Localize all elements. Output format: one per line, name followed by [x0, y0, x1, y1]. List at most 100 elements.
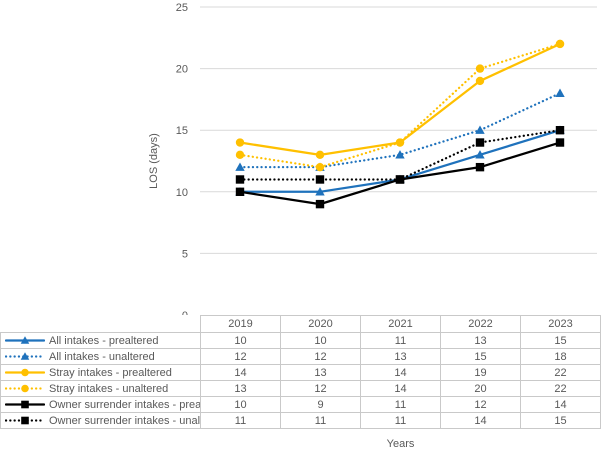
data-point-marker	[315, 162, 325, 172]
x-axis-title: Years	[386, 438, 415, 450]
data-point-marker	[555, 88, 565, 97]
data-point-marker	[315, 199, 325, 209]
y-tick-label: 10	[176, 187, 188, 199]
table-row: Owner surrender intakes - prealtered1091…	[0, 396, 601, 413]
y-tick-label: 15	[176, 125, 188, 137]
value-cell: 12	[200, 348, 281, 365]
data-table: 2019 2020 2021 2022 2023 All intakes - preal…	[0, 315, 601, 429]
legend-label: Stray intakes - prealtered	[49, 366, 172, 379]
value-cell: 20	[440, 380, 521, 397]
y-tick-label: 5	[182, 248, 188, 260]
data-point-marker	[235, 162, 245, 171]
legend-cell: Stray intakes - prealtered	[0, 364, 201, 381]
table-row: Stray intakes - prealtered 14 13 14 19 22	[0, 364, 601, 381]
table-header: 2019 2020 2021 2022 2023	[1, 315, 601, 333]
y-axis-tick-labels: 0 5 10 15 20 25	[176, 2, 188, 315]
data-point-marker	[235, 138, 245, 147]
value-cell: 10	[200, 332, 281, 349]
legend-cell: All intakes - unaltered	[0, 348, 201, 365]
data-point-marker	[21, 368, 29, 376]
value-cell: 19	[440, 364, 521, 381]
value-cell: 14	[440, 412, 521, 429]
gridlines	[200, 6, 597, 254]
los-line-chart: 0 5 10 15 20 25 LOS (days)	[148, 2, 597, 315]
value-cell: 13	[440, 332, 521, 349]
value-cell: 11	[360, 332, 441, 349]
data-point-marker	[475, 64, 485, 73]
legend-key-icon	[4, 400, 46, 408]
value-cell: 18	[520, 348, 601, 365]
legend-key-icon	[4, 335, 46, 344]
legend-cell: All intakes - prealtered	[0, 332, 201, 349]
y-tick-label: 25	[176, 2, 188, 14]
legend-key-icon	[4, 384, 46, 392]
legend-cell: Owner surrender intakes - prealtered	[0, 396, 201, 413]
value-cell: 12	[440, 396, 521, 413]
data-point-marker	[315, 187, 325, 196]
value-cell: 22	[520, 364, 601, 381]
legend-cell: Stray intakes - unaltered	[0, 380, 201, 397]
value-cell: 13	[200, 380, 281, 397]
value-cell: 14	[360, 380, 441, 397]
data-point-marker	[21, 400, 29, 408]
value-cell: 14	[200, 364, 281, 381]
legend-label: All intakes - unaltered	[49, 350, 155, 363]
table-row: All intakes - unaltered 12 12 13 15 18	[0, 348, 601, 365]
value-cell: 11	[360, 396, 441, 413]
value-cell: 13	[280, 364, 361, 381]
data-point-marker	[475, 150, 485, 159]
legend-label: All intakes - prealtered	[49, 334, 159, 347]
legend-label: Owner surrender intakes - unaltered	[49, 414, 201, 427]
value-cell: 15	[520, 412, 601, 429]
table-row: Stray intakes - unaltered 13 12 14 20 22	[0, 380, 601, 397]
value-cell: 13	[360, 348, 441, 365]
legend-key-icon	[4, 368, 46, 376]
value-cell: 12	[280, 380, 361, 397]
year-header-row: 2019 2020 2021 2022 2023	[1, 315, 601, 333]
legend-label: Owner surrender intakes - prealtered	[49, 398, 200, 411]
data-point-marker	[20, 335, 30, 344]
y-tick-label: 20	[176, 64, 188, 76]
value-cell: 14	[520, 396, 601, 413]
data-point-marker	[235, 150, 245, 160]
data-point-marker	[475, 138, 485, 147]
table-body: All intakes - prealtered 10 10 11 13 15 All in…	[0, 332, 601, 429]
legend-key-icon	[4, 416, 46, 424]
data-point-marker	[395, 150, 405, 159]
legend-cell: Owner surrender intakes - unaltered	[0, 412, 201, 429]
data-point-marker	[395, 175, 405, 184]
year-header-cell: 2023	[520, 315, 601, 333]
data-point-marker	[475, 162, 485, 172]
data-point-marker	[555, 138, 565, 147]
value-cell: 11	[280, 412, 361, 429]
year-header-cell: 2021	[360, 315, 441, 333]
data-point-marker	[555, 126, 565, 135]
table-row: Owner surrender intakes - unaltered11111…	[0, 412, 601, 429]
value-cell: 12	[280, 348, 361, 365]
data-point-marker	[235, 175, 245, 184]
table-row: All intakes - prealtered 10 10 11 13 15	[0, 332, 601, 349]
value-cell: 22	[520, 380, 601, 397]
chart-series	[235, 39, 565, 209]
y-axis-title: LOS (days)	[148, 133, 160, 189]
value-cell: 11	[200, 412, 281, 429]
value-cell: 10	[280, 332, 361, 349]
year-header-cell: 2019	[200, 315, 281, 333]
legend-label: Stray intakes - unaltered	[49, 382, 169, 395]
value-cell: 14	[360, 364, 441, 381]
data-point-marker	[315, 150, 325, 160]
value-cell: 11	[360, 412, 441, 429]
data-point-marker	[395, 138, 405, 147]
series-line	[238, 42, 562, 169]
data-point-marker	[20, 351, 30, 360]
data-point-marker	[21, 384, 29, 392]
data-point-marker	[555, 39, 565, 49]
data-point-marker	[21, 416, 29, 424]
year-header-cell: 2022	[440, 315, 521, 333]
value-cell: 15	[520, 332, 601, 349]
legend-column-corner	[1, 316, 201, 333]
value-cell: 10	[200, 396, 281, 413]
data-point-marker	[475, 125, 485, 134]
value-cell: 9	[280, 396, 361, 413]
